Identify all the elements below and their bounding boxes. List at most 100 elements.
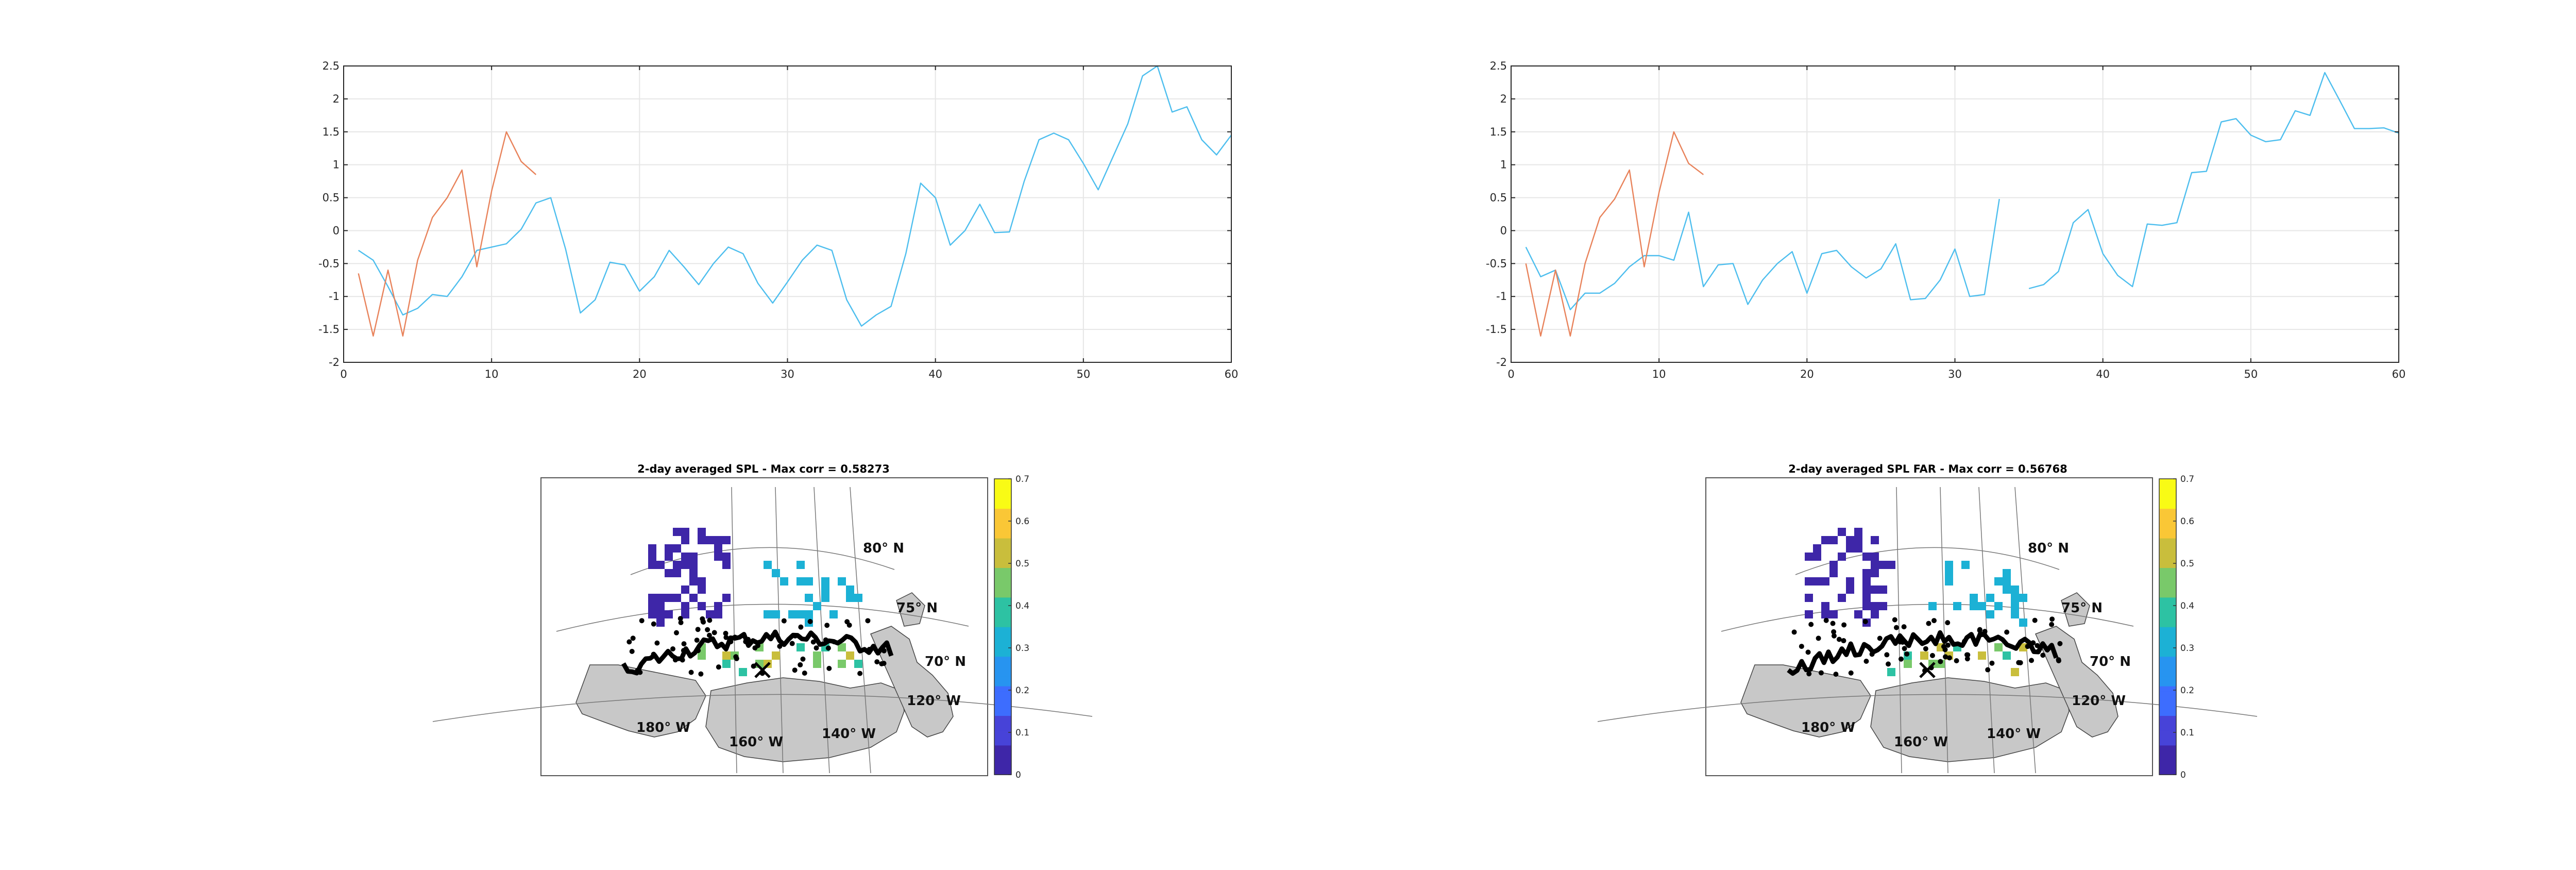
station-dot [1841,638,1846,644]
colorbar-segment [2159,676,2176,682]
colorbar-frame [2159,478,2177,775]
x-tick-label: 40 [928,368,942,380]
colorbar-segment [994,706,1011,711]
data-cell [1846,536,1854,544]
x-tick-label: 60 [2392,368,2406,380]
colorbar-segment [994,543,1011,548]
data-cell [1961,561,1970,569]
colorbar-segment [994,523,1011,529]
latitude-label: 75° N [896,600,938,616]
station-dot [857,671,863,676]
station-dot [1904,651,1910,657]
data-cell [1813,553,1821,561]
station-dot [844,619,850,625]
colorbar-segment [994,730,1011,736]
data-cell [764,561,772,569]
data-cell [714,602,722,610]
data-cell [1970,602,1978,610]
data-cell [1871,585,1879,594]
data-cell [689,553,698,561]
data-cell [1862,577,1871,585]
station-dot [700,618,706,624]
longitude-line [814,487,830,774]
colorbar-segment [2159,479,2176,484]
data-cell [1879,602,1887,610]
colorbar-segment [2159,572,2176,578]
colorbar-segment [994,518,1011,524]
x-tick-label: 20 [1800,368,1814,380]
colorbar-segment [2159,607,2176,613]
x-tick-label: 30 [781,368,794,380]
colorbar-segment [994,750,1011,756]
colorbar-segment [2159,543,2176,548]
station-dot [798,662,803,667]
colorbar-tick-label: 0 [1015,770,1021,780]
data-cell [2011,668,2019,676]
station-dot [732,634,738,640]
data-cell [838,577,846,585]
y-tick-label: -1 [1496,290,1507,303]
station-dot [1931,618,1937,624]
colorbar-segment [2159,518,2176,524]
station-dot [1945,620,1951,626]
data-cell [1813,577,1821,585]
station-dot [1805,649,1811,655]
colorbar-tick-label: 0.7 [1015,474,1029,484]
colorbar-tick-label: 0.2 [1015,685,1029,696]
data-cell [698,585,706,594]
station-dot [2028,658,2034,663]
colorbar-tick-label: 0.1 [2180,728,2194,738]
longitude-line [731,487,737,774]
colorbar-segment [2159,700,2176,706]
data-cell [665,569,673,577]
colorbar-segment [2159,622,2176,627]
colorbar-segment [2159,538,2176,544]
coastline-track [1787,630,2059,676]
data-cell [1887,561,1895,569]
latitude-label: 70° N [925,654,966,670]
station-dot [1929,652,1935,658]
station-dot [2040,652,2046,658]
colorbar-tick-label: 0.7 [2180,474,2194,484]
colorbar-segment [994,547,1011,554]
colorbar-segment [2159,612,2176,617]
land-alaska-west [1740,664,1871,738]
station-dot [2049,622,2055,627]
colorbar-segment [994,740,1011,746]
x-tick-label: 50 [1076,368,1090,380]
station-dot [810,639,816,645]
series-line [358,131,537,337]
colorbar-segment [994,553,1011,558]
station-dot [1897,639,1903,645]
data-cell [656,618,665,627]
data-cell [813,660,821,668]
station-dot [635,667,640,673]
y-tick-label: -1.5 [1486,323,1507,336]
colorbar-segment [2159,637,2176,642]
colorbar-segment [994,493,1011,499]
colorbar-segment [994,769,1011,775]
station-dot [707,617,713,623]
data-cell [722,536,731,544]
colorbar-tick-label: 0.4 [2180,601,2194,611]
data-cell [1970,594,1978,602]
station-dot [814,645,819,651]
colorbar-segment [2159,498,2176,504]
y-tick-label: -0.5 [1486,257,1507,270]
station-dot [626,639,632,645]
data-cell [1838,528,1846,536]
station-dot [1862,618,1868,624]
map-panel-right: 2-day averaged SPL FAR - Max corr = 0.56… [1597,463,2258,780]
data-cell [1846,585,1854,594]
longitude-label: 140° W [1987,726,2041,742]
data-cell [706,610,714,618]
data-cell [714,610,722,618]
station-dot [629,648,635,654]
station-dot [823,637,828,643]
data-cell [796,561,805,569]
colorbar-segment [994,587,1011,593]
max-corr-marker [1919,662,1936,678]
station-dot [2027,642,2033,648]
colorbar-segment [994,567,1011,573]
colorbar-segment [2159,730,2176,736]
